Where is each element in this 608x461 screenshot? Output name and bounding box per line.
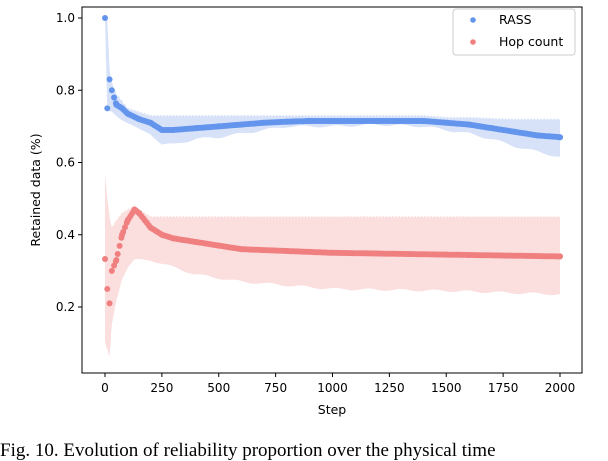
x-tick-label: 1750	[488, 381, 519, 395]
y-tick-label: 1.0	[56, 11, 75, 25]
x-tick-label: 1250	[374, 381, 405, 395]
plot-frame	[81, 6, 583, 374]
point-hop-count	[114, 251, 121, 257]
x-tick-label: 0	[101, 381, 109, 395]
x-tick-label: 500	[207, 381, 230, 395]
x-tick-label: 750	[264, 381, 287, 395]
point-hop-count	[108, 267, 115, 274]
point-hop-count	[102, 255, 108, 262]
y-tick-label: 0.8	[56, 83, 75, 97]
legend-box	[452, 8, 576, 56]
point-hop-count	[118, 234, 125, 241]
legend-label-rass: RASS	[499, 12, 532, 27]
band-hop-count	[105, 173, 560, 357]
point-hop-count	[116, 242, 123, 249]
point-hop-count	[104, 285, 111, 292]
point-hop-count	[120, 228, 127, 235]
point-rass	[104, 105, 111, 112]
x-tick-label: 1500	[431, 381, 462, 395]
legend-label-hop-count: Hop count	[499, 34, 563, 49]
y-tick-label: 0.2	[56, 300, 75, 314]
point-rass	[106, 76, 113, 83]
point-rass	[102, 15, 108, 21]
point-rass	[557, 134, 563, 141]
point-rass	[108, 87, 115, 94]
chart: 0 250 500 750 1000 1250 1500 1750 2000 0.2 0.4 0.6…	[28, 6, 583, 417]
point-hop-count	[557, 253, 563, 260]
x-tick-label: 2000	[545, 381, 576, 395]
y-tick-label: 0.4	[56, 228, 75, 242]
y-axis-label: Retained data (%)	[28, 133, 43, 246]
point-hop-count	[122, 224, 128, 231]
x-axis-label: Step	[318, 402, 347, 417]
x-tick-label: 1000	[317, 381, 348, 395]
point-hop-count	[112, 258, 119, 265]
point-hop-count	[106, 300, 113, 307]
x-tick-label: 250	[150, 381, 173, 395]
legend: RASS Hop count	[452, 8, 576, 56]
y-tick-label: 0.6	[56, 156, 75, 170]
figure-caption: Fig. 10. Evolution of reliability propor…	[0, 440, 496, 461]
point-rass	[111, 94, 118, 101]
legend-marker-hop-count	[470, 39, 476, 45]
legend-marker-rass	[470, 17, 476, 23]
